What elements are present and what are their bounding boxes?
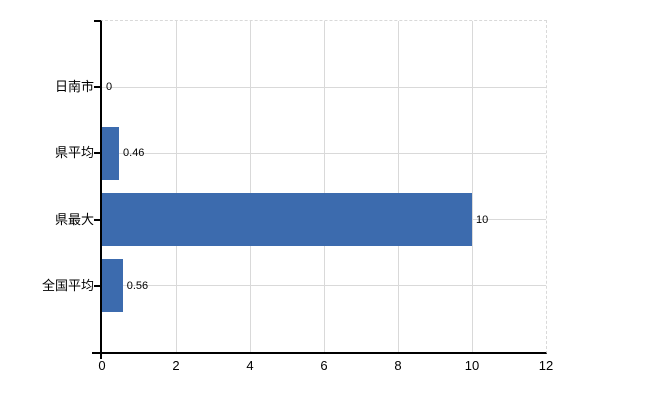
y-axis-tick xyxy=(94,218,101,221)
bar xyxy=(102,259,123,313)
x-axis-overshoot xyxy=(92,352,100,354)
value-label: 0 xyxy=(106,81,113,94)
vertical-gridline xyxy=(249,21,251,352)
x-tick-label: 2 xyxy=(172,358,180,373)
horizontal-gridline xyxy=(102,86,546,88)
bar xyxy=(102,126,120,180)
x-tick-label: 0 xyxy=(98,358,106,373)
category-label: 全国平均 xyxy=(41,277,94,293)
value-label: 0.56 xyxy=(126,279,149,292)
category-label: 日南市 xyxy=(54,79,94,95)
category-label: 県最大 xyxy=(54,211,94,227)
bar xyxy=(102,193,472,247)
y-axis-overshoot xyxy=(100,354,102,359)
vertical-gridline xyxy=(397,21,399,352)
y-axis-top-tick xyxy=(94,20,101,22)
value-label: 0.46 xyxy=(123,147,145,160)
x-tick-label: 12 xyxy=(538,358,554,373)
category-label: 県平均 xyxy=(54,145,94,161)
y-axis-tick xyxy=(94,152,101,155)
horizontal-gridline xyxy=(102,152,546,154)
y-axis-category-labels: 日南市県平均県最大全国平均 xyxy=(0,21,94,352)
y-axis-tick xyxy=(94,86,101,89)
plot-area: 0 0.46 10 0.56 xyxy=(100,20,547,354)
y-axis-tick xyxy=(94,284,101,287)
x-tick-label: 8 xyxy=(394,358,402,373)
vertical-gridline xyxy=(471,21,473,352)
value-label: 10 xyxy=(476,213,489,226)
x-tick-label: 4 xyxy=(246,358,254,373)
vertical-gridline xyxy=(175,21,177,352)
x-tick-label: 6 xyxy=(320,358,328,373)
x-tick-label: 10 xyxy=(464,358,480,373)
horizontal-gridline xyxy=(102,285,546,287)
vertical-gridline xyxy=(323,21,325,352)
